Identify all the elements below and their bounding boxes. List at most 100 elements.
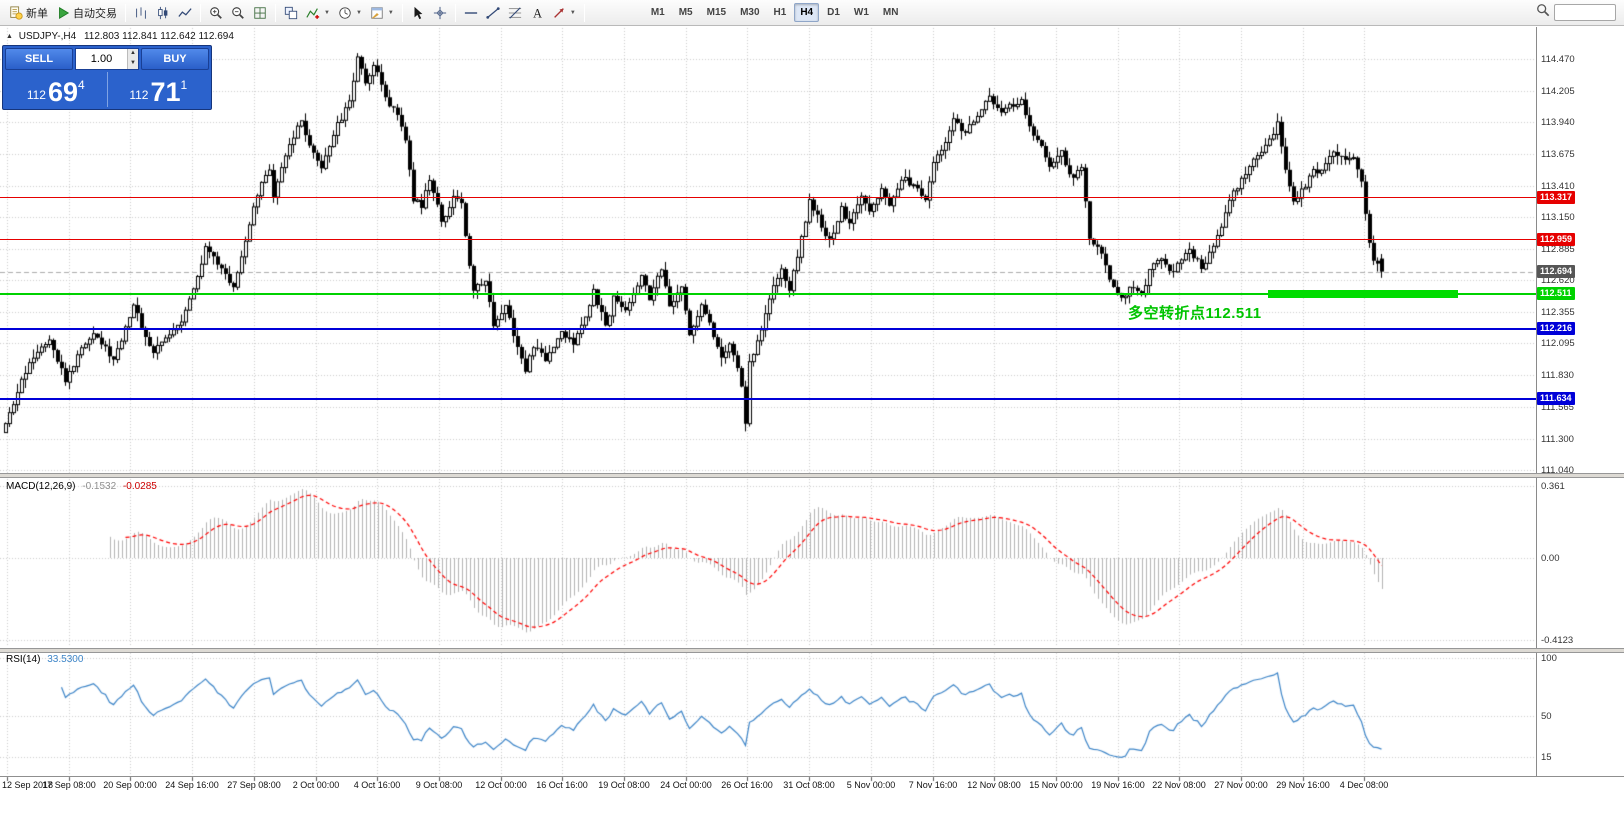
grid-toggle-button[interactable] <box>250 4 270 22</box>
zoom-in-icon <box>209 6 223 20</box>
timeframe-m15-button[interactable]: M15 <box>706 7 727 18</box>
autotrading-button[interactable]: 自动交易 <box>53 3 120 23</box>
time-axis-label: 2 Oct 00:00 <box>292 780 340 790</box>
buy-button[interactable]: BUY <box>141 48 209 70</box>
text-tool-icon: A <box>530 6 544 20</box>
sell-button[interactable]: SELL <box>5 48 73 70</box>
tile-windows-icon <box>284 6 298 20</box>
arrow-tool-button[interactable]: ▼ <box>549 4 579 22</box>
timeframe-h4-button[interactable]: H4 <box>794 3 820 22</box>
price-level-tag: 111.634 <box>1537 392 1575 406</box>
horizontal-level-line[interactable] <box>0 239 1536 240</box>
cursor-tool-icon <box>411 6 425 20</box>
toolbar-divider <box>275 3 276 22</box>
price-axis-label: 112.355 <box>1541 307 1575 319</box>
grid-toggle-icon <box>253 6 267 20</box>
rsi-indicator-label: RSI(14) 33.5300 <box>6 654 87 665</box>
price-axis-label: 112.885 <box>1541 243 1575 255</box>
chevron-down-icon[interactable]: ▼ <box>387 9 394 16</box>
price-level-tag: 112.959 <box>1537 233 1576 247</box>
timeframe-m1-button[interactable]: M1 <box>650 7 665 18</box>
highlight-zone-bar[interactable] <box>1268 289 1458 298</box>
price-axis-label: 113.675 <box>1541 149 1575 161</box>
panel-separator-macd[interactable] <box>0 473 1624 478</box>
toolbar-divider <box>200 3 201 22</box>
collapse-chart-icon[interactable]: ▲ <box>6 33 13 40</box>
horizontal-level-line[interactable] <box>0 197 1536 198</box>
indicators-icon <box>306 6 320 20</box>
horizontal-level-line[interactable] <box>0 328 1536 330</box>
toolbar-group <box>204 4 272 22</box>
time-axis-label: 22 Nov 08:00 <box>1152 780 1206 790</box>
timeframe-h1-button[interactable]: H1 <box>773 7 787 18</box>
price-axis-border <box>1536 27 1537 777</box>
macd-axis-label: 0.361 <box>1541 480 1565 492</box>
price-axis-label: 114.470 <box>1541 53 1575 65</box>
zoom-in-button[interactable] <box>206 4 226 22</box>
horizontal-level-line[interactable] <box>0 398 1536 400</box>
horizontal-line-tool-button[interactable] <box>461 4 481 22</box>
trendline-tool-button[interactable] <box>483 4 503 22</box>
price-axis-label: 111.565 <box>1541 401 1574 413</box>
candlestick-mode-button[interactable] <box>153 4 173 22</box>
bar-chart-mode-button[interactable] <box>131 4 151 22</box>
price-axis-label: 113.150 <box>1541 212 1575 223</box>
new-order-icon <box>9 5 23 20</box>
search-icon[interactable] <box>1536 3 1550 22</box>
timeframe-w1-button[interactable]: W1 <box>853 7 869 18</box>
chevron-down-icon[interactable]: ▼ <box>324 9 330 16</box>
chevron-down-icon[interactable]: ▼ <box>569 9 576 16</box>
timeframe-mn-button[interactable]: MN <box>882 7 899 18</box>
chevron-down-icon[interactable]: ▼ <box>355 9 362 16</box>
zoom-out-button[interactable] <box>228 4 248 22</box>
rsi-value: 33.5300 <box>47 654 84 665</box>
crosshair-tool-icon <box>433 6 447 20</box>
macd-signal-value: -0.0285 <box>122 481 157 492</box>
price-axis-label: 112.095 <box>1541 338 1575 350</box>
text-tool-button[interactable]: A <box>527 4 547 22</box>
tile-windows-button[interactable] <box>281 4 301 22</box>
periods-button[interactable]: ▼ <box>335 4 365 22</box>
timeframe-m5-button[interactable]: M5 <box>678 7 693 18</box>
bid-prefix: 112 <box>26 88 46 102</box>
timeframe-group: M1 M5 M15 M30 H1 H4 D1 W1 MN <box>643 3 907 22</box>
bid-sup-digit: 4 <box>78 78 85 92</box>
price-axis-label: 111.300 <box>1541 433 1574 445</box>
ask-price[interactable]: 112 71 1 <box>108 72 210 107</box>
toolbar-divider <box>454 3 456 22</box>
time-axis-label: 20 Sep 00:00 <box>103 780 157 790</box>
timeframe-d1-button[interactable]: D1 <box>827 7 840 18</box>
lot-spinner: ▲ ▼ <box>127 49 138 69</box>
search-area <box>1536 3 1620 22</box>
lot-down-button[interactable]: ▼ <box>127 59 138 69</box>
horizontal-level-line[interactable] <box>0 293 1536 295</box>
toolbar-group: ▼ ▼ ▼ <box>279 4 399 22</box>
time-axis-label: 31 Oct 08:00 <box>783 780 835 790</box>
new-order-button[interactable]: 新单 <box>6 3 51 23</box>
indicators-button[interactable]: ▼ <box>303 4 333 22</box>
line-chart-mode-button[interactable] <box>175 4 195 22</box>
lot-up-button[interactable]: ▲ <box>127 49 138 59</box>
templates-button[interactable]: ▼ <box>367 4 397 22</box>
bid-price[interactable]: 112 69 4 <box>5 72 108 107</box>
horizontal-line-tool-icon <box>464 6 478 20</box>
lot-size-field[interactable]: 1.00 ▲ ▼ <box>75 48 139 70</box>
price-axis-label: 113.940 <box>1541 117 1575 129</box>
symbol-label: USDJPY-,H4 <box>18 31 77 42</box>
lot-size-value[interactable]: 1.00 <box>90 53 113 65</box>
crosshair-tool-button[interactable] <box>430 4 450 22</box>
price-axis-label: 111.830 <box>1541 370 1574 382</box>
cursor-tool-button[interactable] <box>408 4 428 22</box>
time-axis-label: 5 Nov 00:00 <box>846 780 896 790</box>
search-input[interactable] <box>1554 4 1616 21</box>
autotrading-label: 自动交易 <box>73 7 117 20</box>
time-axis-label: 29 Nov 16:00 <box>1276 780 1330 790</box>
rsi-axis-label: 50 <box>1541 711 1552 722</box>
fibonacci-tool-button[interactable] <box>505 4 525 22</box>
timeframe-m30-button[interactable]: M30 <box>740 7 760 18</box>
rsi-axis-label: 100 <box>1541 653 1557 664</box>
panel-separator-rsi[interactable] <box>0 648 1624 653</box>
time-axis-label: 27 Sep 08:00 <box>227 780 281 790</box>
